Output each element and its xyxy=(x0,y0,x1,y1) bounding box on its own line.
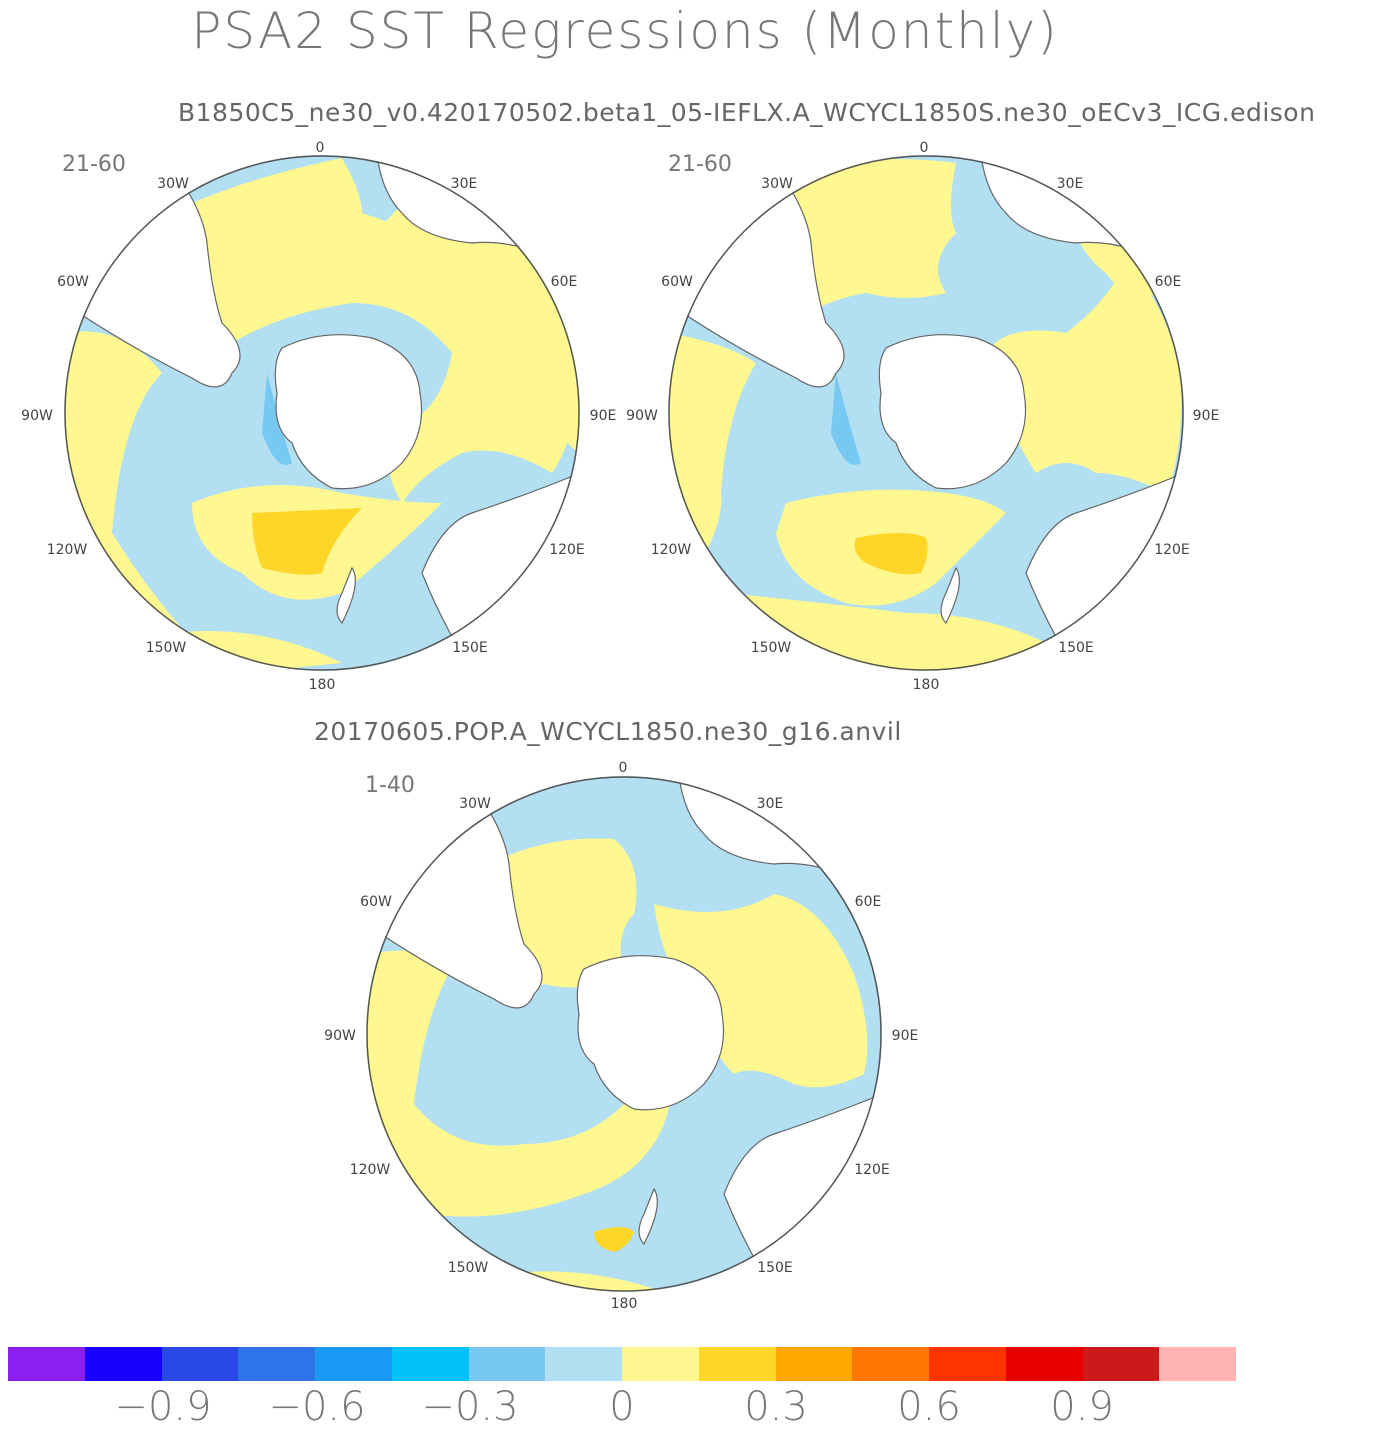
positive-anomaly-core xyxy=(854,533,928,575)
map2-lon-label-90w: 90W xyxy=(626,408,658,424)
map2-period-label: 21-60 xyxy=(668,152,732,177)
map3-lon-label-150w: 150W xyxy=(447,1260,489,1276)
colorbar-tick-label: −0.9 xyxy=(114,1384,212,1430)
colorbar-tick-label: 0 xyxy=(609,1384,635,1430)
map1-lon-label-30w: 30W xyxy=(157,176,189,192)
map3-lon-label-90w: 90W xyxy=(324,1028,356,1044)
warm-region-indian xyxy=(152,158,574,503)
map3-lon-label-0: 0 xyxy=(618,760,628,776)
colorbar-swatch-11 xyxy=(852,1347,929,1381)
map2-lon-label-120w: 120W xyxy=(650,542,692,558)
colorbar-swatch-8 xyxy=(622,1347,699,1381)
land-new-zealand xyxy=(638,1187,658,1246)
map3-lon-label-150e: 150E xyxy=(757,1260,793,1276)
map1-lon-label-90w: 90W xyxy=(21,408,53,424)
colorbar-swatch-13 xyxy=(1005,1347,1083,1381)
colorbar-swatch-15 xyxy=(1159,1347,1236,1381)
warm-region-indian xyxy=(986,263,1182,493)
positive-anomaly-core xyxy=(252,508,362,575)
colorbar-tick-label: 0.3 xyxy=(744,1384,808,1430)
colorbar-tick-label: −0.3 xyxy=(421,1384,519,1430)
land-new-zealand xyxy=(940,566,960,625)
map3-lon-label-180: 180 xyxy=(610,1296,638,1312)
map3-lon-label-60w: 60W xyxy=(360,894,392,910)
polar-map-3 xyxy=(366,776,882,1292)
subtitle-top-models: B1850C5_ne30_v0.420170502.beta1_05-IEFLX… xyxy=(178,98,1316,127)
map1-lon-label-0: 0 xyxy=(315,140,325,156)
polar-map-2 xyxy=(668,155,1184,671)
colorbar-swatch-4 xyxy=(315,1347,392,1381)
colorbar-swatch-9 xyxy=(698,1347,776,1381)
colorbar-tick-label: −0.6 xyxy=(268,1384,366,1430)
map3-period-label: 1-40 xyxy=(365,773,415,798)
map1-lon-label-60e: 60E xyxy=(550,274,578,290)
land-new-zealand xyxy=(336,566,356,625)
map3-lon-label-120e: 120E xyxy=(854,1162,890,1178)
map2-lon-label-60e: 60E xyxy=(1154,274,1182,290)
positive-anomaly-core xyxy=(594,1227,634,1252)
map2-lon-label-30w: 30W xyxy=(761,176,793,192)
map2-lon-label-180: 180 xyxy=(912,677,940,693)
land-antarctica xyxy=(878,334,1027,490)
map1-lon-label-90e: 90E xyxy=(589,408,617,424)
map2-lon-label-120e: 120E xyxy=(1154,542,1190,558)
colorbar-swatch-6 xyxy=(468,1347,546,1381)
map1-lon-label-30e: 30E xyxy=(450,176,478,192)
map3-lon-label-30e: 30E xyxy=(756,796,784,812)
land-antarctica xyxy=(576,955,725,1111)
map1-lon-label-60w: 60W xyxy=(57,274,89,290)
colorbar-tick-label: 0.9 xyxy=(1050,1384,1114,1430)
map2-lon-label-150e: 150E xyxy=(1058,640,1094,656)
cool-region-tasman xyxy=(831,373,861,465)
map2-lon-label-90e: 90E xyxy=(1192,408,1220,424)
colorbar-swatch-0 xyxy=(8,1347,85,1381)
map1-lon-label-150e: 150E xyxy=(452,640,488,656)
warm-region-pacific xyxy=(366,950,684,1217)
map1-lon-label-180: 180 xyxy=(308,677,336,693)
colorbar-swatch-12 xyxy=(929,1347,1006,1381)
map1-lon-label-120e: 120E xyxy=(549,542,585,558)
map1-period-label: 21-60 xyxy=(62,152,126,177)
subtitle-bottom-model: 20170605.POP.A_WCYCL1850.ne30_g16.anvil xyxy=(314,717,902,746)
map2-lon-label-0: 0 xyxy=(919,140,929,156)
colorbar-swatch-5 xyxy=(391,1347,469,1381)
colorbar-swatch-14 xyxy=(1082,1347,1160,1381)
colorbar-swatch-7 xyxy=(545,1347,622,1381)
map3-lon-label-30w: 30W xyxy=(459,796,491,812)
polar-map-1 xyxy=(64,155,580,671)
map2-lon-label-30e: 30E xyxy=(1056,176,1084,192)
colorbar-swatch-1 xyxy=(84,1347,162,1381)
map2-lon-label-60w: 60W xyxy=(661,274,693,290)
colorbar-tick-label: 0.6 xyxy=(897,1384,961,1430)
map1-lon-label-150w: 150W xyxy=(145,640,187,656)
colorbar-swatch-3 xyxy=(238,1347,315,1381)
warm-region-indian xyxy=(654,894,868,1088)
figure-title: PSA2 SST Regressions (Monthly) xyxy=(191,2,1059,60)
map3-lon-label-120w: 120W xyxy=(349,1162,391,1178)
colorbar-swatch-10 xyxy=(775,1347,853,1381)
colorbar-swatch-2 xyxy=(161,1347,239,1381)
map3-lon-label-90e: 90E xyxy=(891,1028,919,1044)
map3-lon-label-60e: 60E xyxy=(854,894,882,910)
map2-lon-label-150w: 150W xyxy=(750,640,792,656)
land-antarctica xyxy=(274,334,423,490)
colorbar xyxy=(8,1347,1236,1381)
map1-lon-label-120w: 120W xyxy=(46,542,88,558)
